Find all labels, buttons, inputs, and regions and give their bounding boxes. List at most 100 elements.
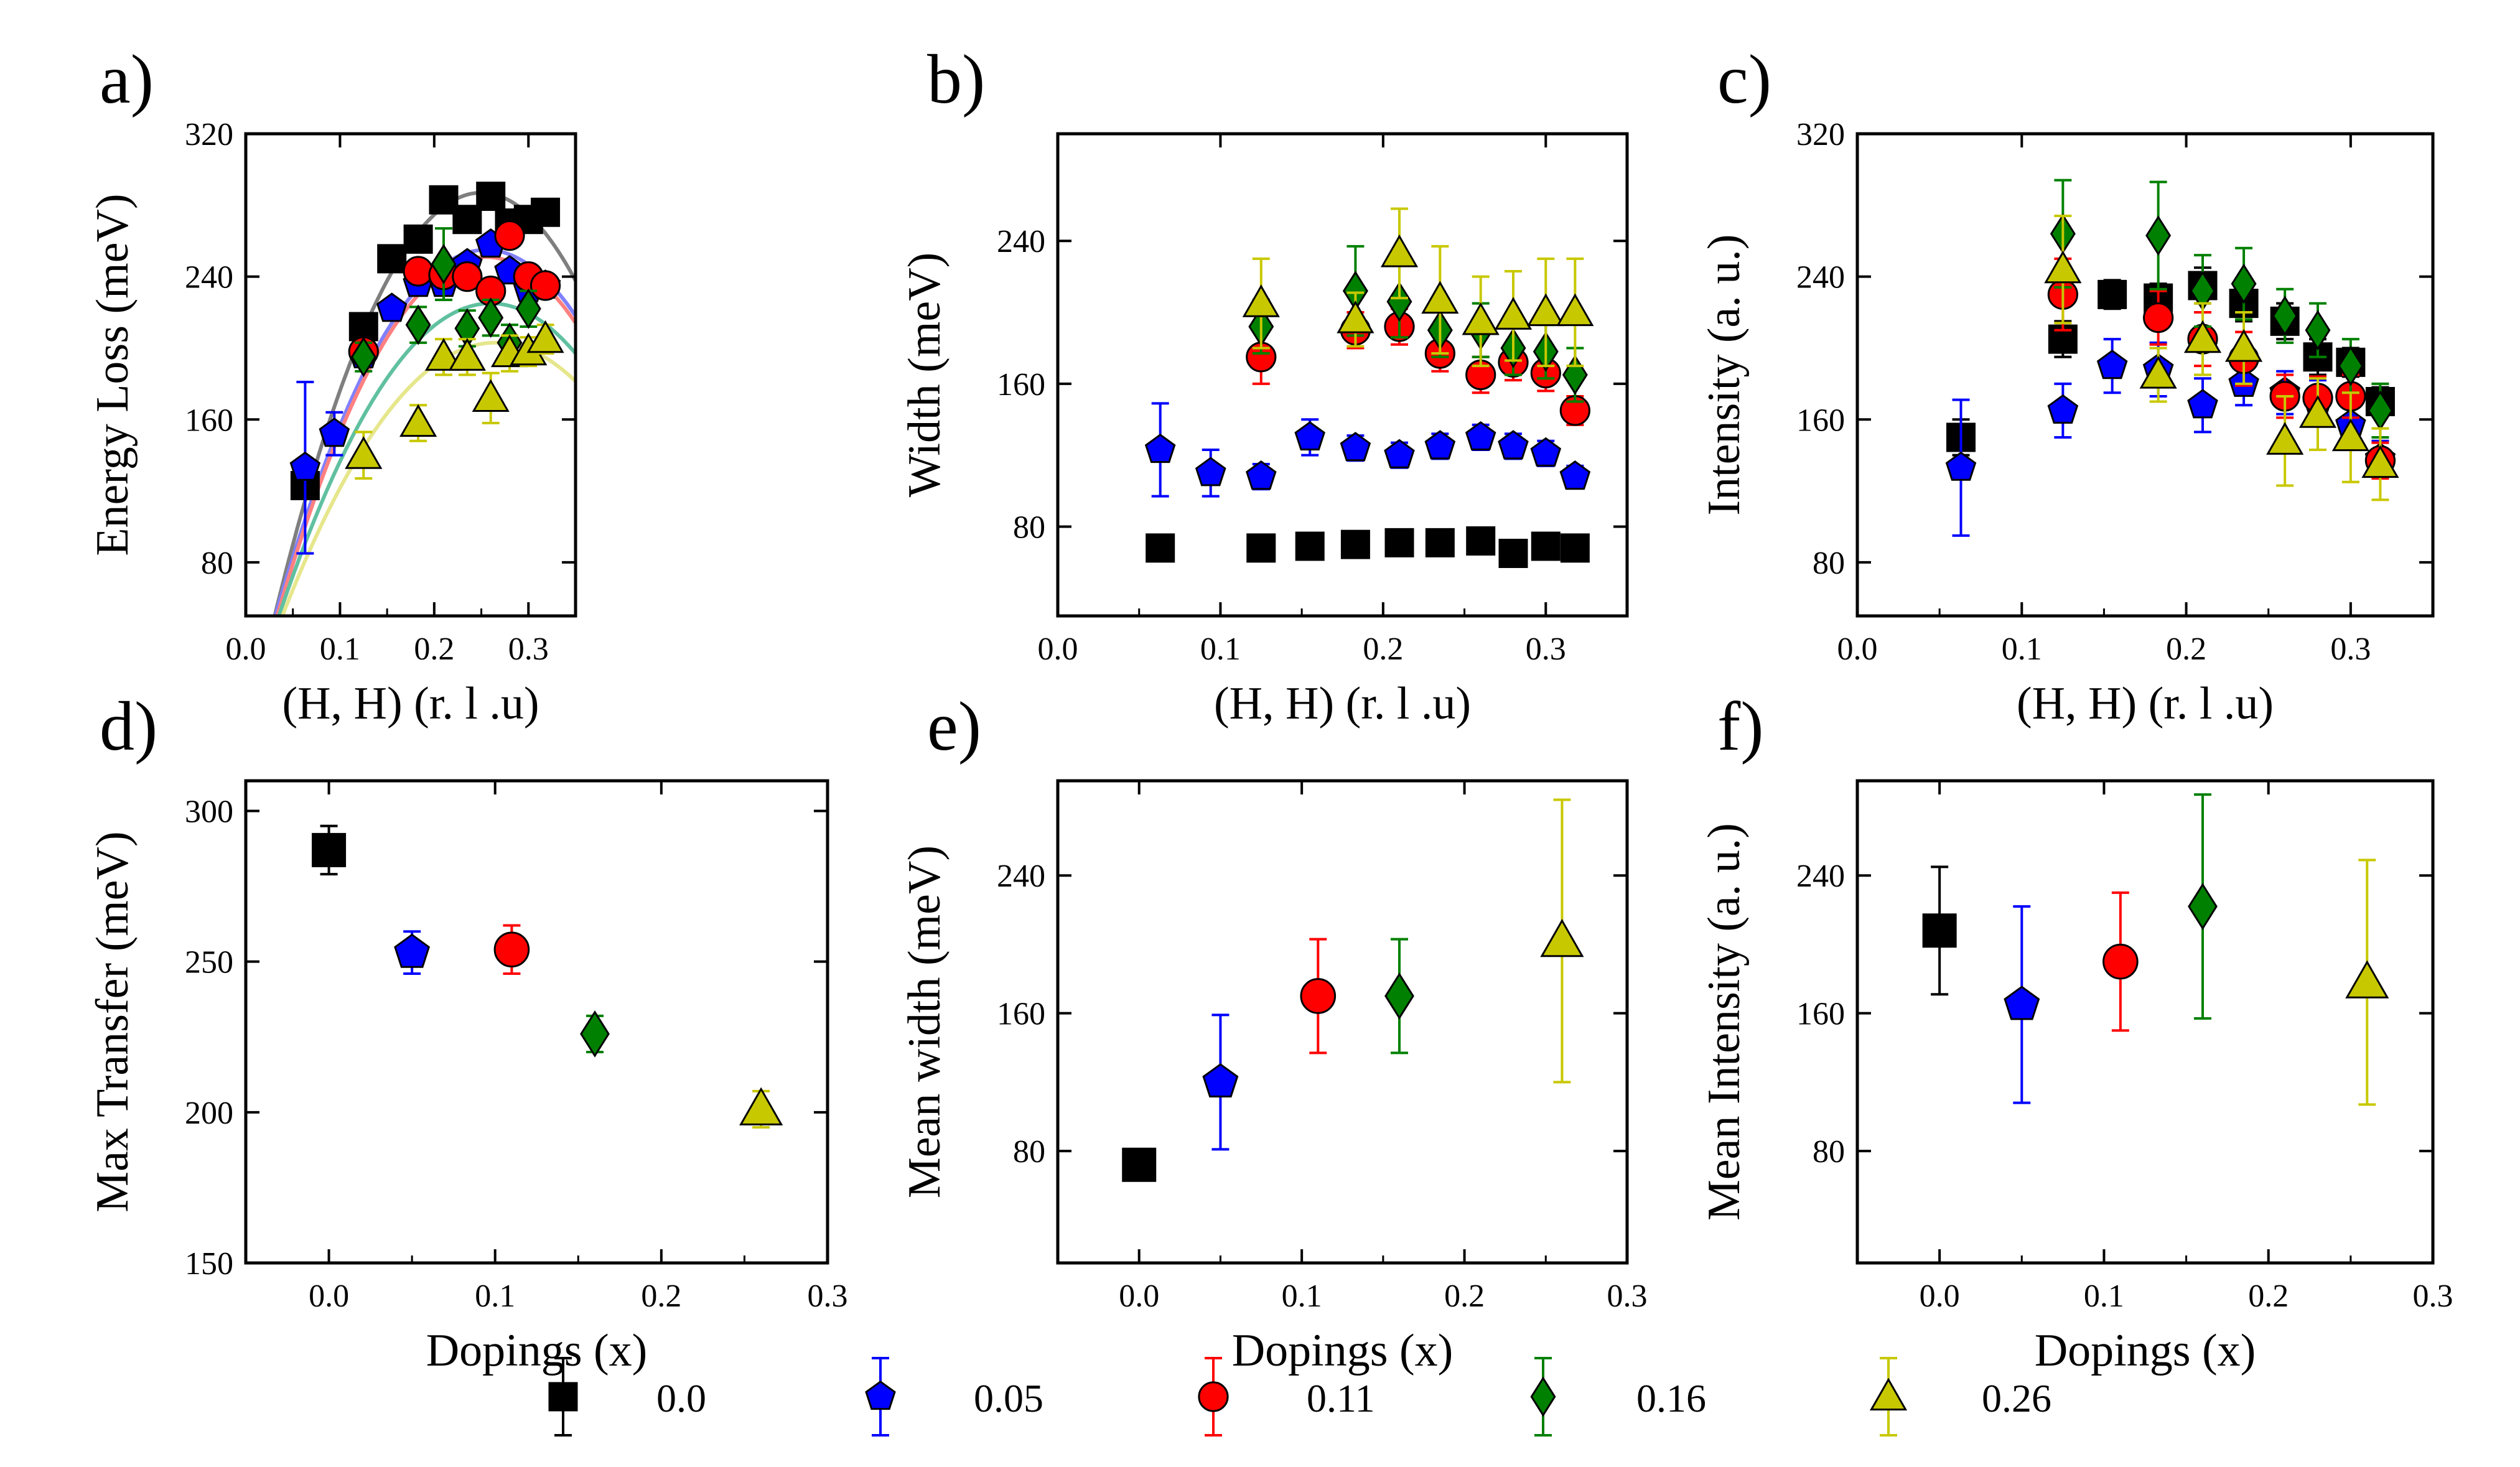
data-point: [2188, 883, 2218, 930]
x-tick-label: 0.0: [226, 631, 266, 667]
y-tick-label: 80: [1813, 1134, 1845, 1170]
data-point: [1425, 528, 1455, 557]
panel-letter: d): [100, 688, 157, 765]
data-point: [2139, 355, 2177, 389]
data-point: [493, 931, 530, 968]
y-tick-label: 300: [185, 794, 233, 829]
y-axis-title: Energy Loss (meV): [87, 193, 138, 556]
series-0.26: [739, 1087, 783, 1129]
series-0.05: [2004, 905, 2040, 1104]
x-axis-title: (H, H) (r. l .u): [1214, 678, 1471, 729]
series-0.26: [1540, 798, 1584, 1084]
data-point: [348, 312, 378, 342]
legend: 0.0 0.05 0.11 0.16 0.26: [548, 1357, 2051, 1437]
data-point: [1380, 234, 1419, 268]
data-series: [1922, 793, 2389, 1106]
data-point: [2145, 215, 2172, 256]
axes-frame: [1855, 132, 2435, 618]
data-point: [350, 337, 376, 378]
data-point: [1556, 293, 1594, 327]
series-0.16: [350, 227, 541, 378]
data-point: [2098, 279, 2127, 309]
series-0.26: [2345, 859, 2389, 1106]
panel-letter: c): [1717, 41, 1771, 118]
data-point: [2361, 445, 2399, 478]
legend-label: 0.16: [1636, 1376, 1706, 1420]
x-tick-label: 0.1: [475, 1278, 515, 1314]
data-point: [1202, 1063, 1239, 1097]
data-point: [1122, 1147, 1157, 1182]
data-point: [376, 292, 408, 322]
panel-c: c) 0.0 0.1 0.2 0.3 80 160 240 320 (H, H) (r. l .u…: [1699, 41, 2435, 729]
x-tick-label: 0.1: [1200, 631, 1241, 667]
data-point: [1295, 531, 1325, 561]
data-point: [2047, 394, 2079, 424]
data-point: [2305, 310, 2331, 351]
legend-marker: [865, 1380, 896, 1410]
panel-letter: b): [927, 41, 985, 118]
series-0.0: [1146, 526, 1590, 569]
data-point: [2331, 418, 2369, 452]
data-point: [1340, 432, 1371, 462]
y-tick-label: 160: [997, 367, 1045, 403]
x-axis-title: Dopings (x): [2035, 1325, 2256, 1376]
y-tick-label: 80: [1013, 510, 1045, 545]
data-point: [1466, 526, 1496, 556]
y-axis-title: Mean width (meV): [899, 845, 950, 1198]
data-point: [2004, 985, 2040, 1020]
series-0.0: [1922, 865, 1957, 996]
axes-frame: [1056, 132, 1629, 618]
x-tick-label: 0.3: [808, 1278, 848, 1314]
data-point: [1498, 539, 1528, 569]
y-tick-label: 80: [1013, 1134, 1045, 1170]
data-point: [1530, 437, 1562, 467]
data-point: [2224, 328, 2263, 362]
y-tick-label: 240: [185, 260, 233, 296]
x-tick-label: 0.3: [508, 631, 549, 667]
x-tick-label: 0.2: [2166, 631, 2206, 667]
data-point: [2143, 302, 2174, 333]
data-point: [2272, 296, 2298, 337]
legend-label: 0.11: [1307, 1376, 1375, 1420]
data-point: [424, 338, 463, 371]
panel-a: a) 0.0 0.1 0.2 0.3 80 160 240 320 (H, H) (r. l .u…: [87, 41, 577, 729]
axes-frame: [1855, 779, 2435, 1265]
data-point: [289, 451, 321, 481]
series-0.16: [2188, 793, 2218, 1020]
data-point: [1340, 529, 1370, 559]
x-tick-label: 0.0: [309, 1278, 349, 1314]
y-tick-label: 240: [997, 859, 1045, 894]
y-tick-label: 80: [1813, 546, 1845, 581]
data-point: [1195, 457, 1226, 487]
data-point: [1424, 430, 1456, 460]
legend-marker: [1530, 1376, 1556, 1417]
data-point: [1386, 281, 1412, 322]
x-tick-label: 0.2: [414, 631, 454, 667]
data-point: [1494, 297, 1533, 330]
x-tick-label: 0.3: [2413, 1278, 2453, 1314]
series-0.05: [1144, 402, 1591, 498]
series-0.0: [1122, 1147, 1157, 1182]
data-point: [580, 1010, 610, 1058]
data-point: [403, 256, 434, 287]
data-point: [312, 832, 347, 867]
data-point: [377, 244, 407, 274]
panel-letter: e): [927, 688, 981, 765]
legend-marker: [548, 1382, 578, 1412]
legend-entry-0.11: 0.11: [1198, 1357, 1375, 1437]
y-axis-title: Width (meV): [899, 253, 950, 498]
data-point: [1560, 533, 1590, 563]
data-point: [2048, 324, 2078, 354]
data-point: [1246, 533, 1276, 563]
data-point: [526, 320, 564, 353]
data-point: [1246, 460, 1277, 490]
series-0.16: [580, 1010, 610, 1058]
x-axis-title: Dopings (x): [426, 1325, 648, 1376]
data-point: [1462, 302, 1500, 335]
data-point: [1242, 284, 1280, 317]
series-0.26: [345, 320, 564, 480]
x-tick-label: 0.2: [641, 1278, 681, 1314]
data-point: [394, 933, 431, 968]
x-tick-label: 0.3: [1607, 1278, 1648, 1314]
